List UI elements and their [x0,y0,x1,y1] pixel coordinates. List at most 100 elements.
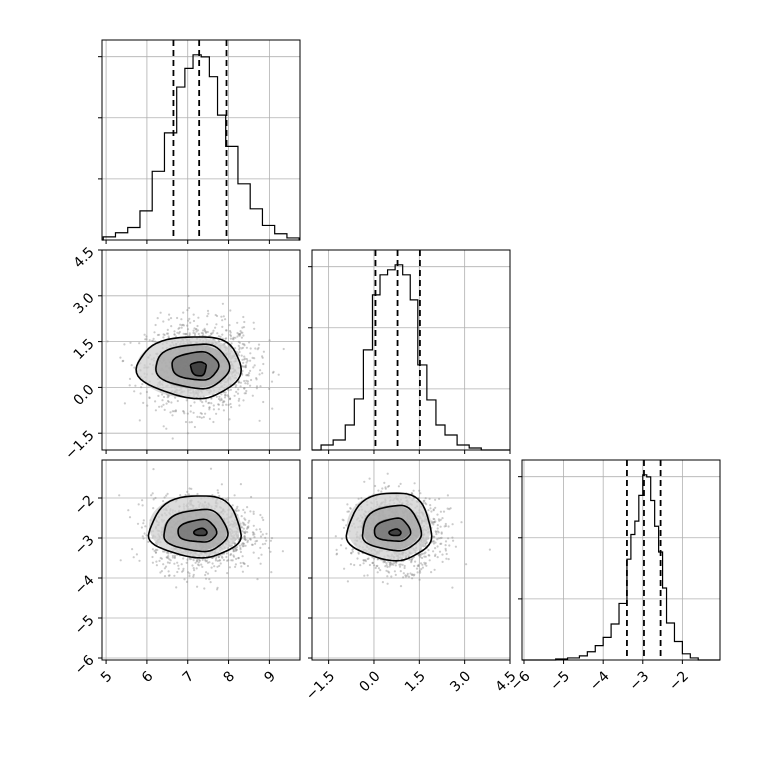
scatter-point [237,538,240,542]
scatter-point [224,394,227,397]
scatter-point [249,510,252,513]
scatter-point [180,318,183,321]
scatter-point [244,530,247,533]
scatter-point [215,323,218,326]
scatter-point [239,381,242,384]
scatter-point [413,564,416,568]
contour-line [155,343,231,390]
scatter-point [243,320,246,324]
scatter-point [193,332,197,335]
scatter-point [430,571,433,574]
scatter-point [142,522,145,525]
histogram-outline [312,264,510,451]
scatter-point [244,364,248,367]
scatter-point [201,332,205,335]
scatter-point [424,555,427,558]
scatter-point [176,316,179,320]
scatter-point [422,500,425,503]
scatter-point [236,331,239,335]
scatter-point [182,410,185,413]
contour-line [361,504,423,552]
scatter-point [166,399,170,403]
x-tick-label: 6 [139,668,157,686]
scatter-point [446,507,449,510]
y-tick-label: 3.0 [71,290,98,317]
scatter-point [219,399,222,402]
scatter-point [393,562,396,565]
scatter-point [237,381,240,384]
scatter-point [255,528,258,531]
scatter-point [214,559,217,562]
scatter-point [187,294,190,298]
scatter-point [389,563,392,567]
scatter-point [244,357,247,360]
scatter-point [167,395,170,398]
scatter-point [432,508,435,511]
scatter-point [184,332,188,336]
scatter-point [267,546,271,550]
scatter-point [359,564,362,567]
scatter-point [238,544,241,547]
scatter-point [259,535,263,538]
scatter-point [237,344,240,347]
scatter-point [416,564,419,568]
scatter-point [245,374,248,377]
scatter-point [212,329,215,332]
scatter-point [335,548,338,552]
scatter-point [211,562,214,565]
scatter-point [356,557,359,560]
scatter-point [445,557,448,560]
scatter-point [343,567,346,570]
scatter-point [192,573,195,576]
contour-line [373,517,412,542]
scatter-point [176,570,179,574]
scatter-point [240,515,243,518]
scatter-point [282,347,285,351]
scatter-point [229,553,233,556]
scatter-point [211,331,214,334]
scatter-point [165,427,168,430]
scatter-point [222,409,225,412]
scatter-point [234,542,237,545]
scatter-point [171,437,174,440]
scatter-point [169,317,173,320]
y-tick-label: 4.5 [71,244,98,271]
scatter-point [246,359,249,362]
scatter-point [147,540,150,544]
scatter-point [138,342,141,345]
scatter-point [142,519,145,522]
scatter-point [192,575,195,578]
scatter-point [206,323,209,326]
scatter-point [448,544,451,547]
scatter-point [241,342,244,346]
scatter-point [243,387,246,390]
scatter-point [183,412,186,415]
scatter-point [190,487,193,490]
scatter-point [144,525,147,528]
scatter-point [374,484,377,488]
scatter-point [192,319,196,323]
scatter-point [217,335,220,338]
scatter-point [381,487,384,490]
scatter-point [190,421,193,424]
contour-line [147,495,243,559]
scatter-point [402,572,405,575]
scatter-point [229,331,232,334]
scatter-point [241,326,244,329]
scatter-point [123,402,126,405]
x-tick-label: −4 [587,668,613,694]
scatter-point [132,556,135,559]
scatter-point [340,537,344,540]
scatter-point [214,569,217,573]
scatter-point [249,347,252,350]
scatter-point [435,531,438,534]
scatter-point [254,347,257,350]
scatter-point [197,561,200,564]
scatter-point [411,557,414,560]
scatter-point [196,585,199,588]
scatter-point [160,405,163,408]
x-tick-label: 1.5 [402,668,429,695]
scatter-point [248,372,251,375]
scatter-point [246,531,249,534]
scatter-point [236,335,239,338]
